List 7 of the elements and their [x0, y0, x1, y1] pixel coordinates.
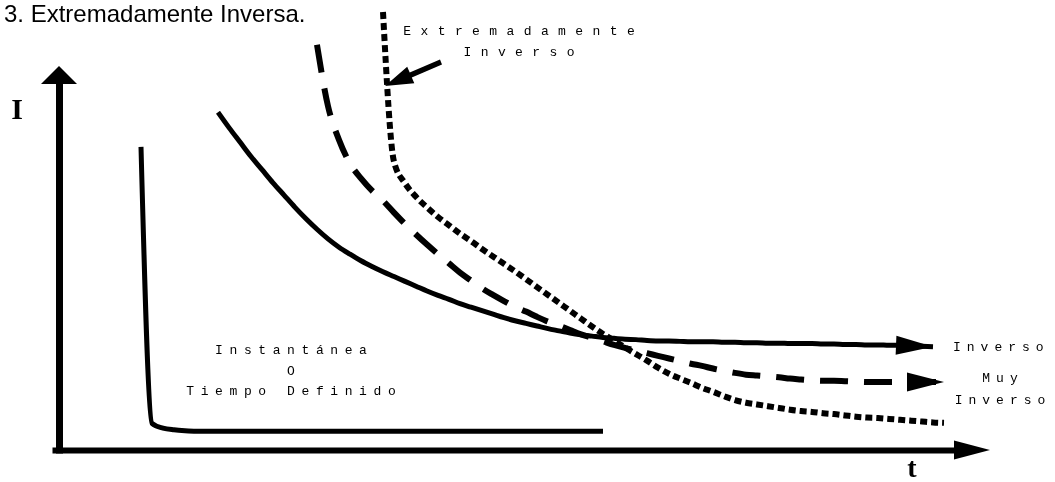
text: Instantánea O Tiempo Definido: [186, 343, 403, 400]
series-label: Extremadamente Inverso: [403, 24, 645, 60]
x-axis-title: t: [907, 452, 918, 482]
series-label: Inverso: [953, 339, 1050, 355]
series-label: Muy Inverso: [954, 371, 1052, 409]
y-axis-title: I: [11, 92, 23, 125]
chart-title: 3. Extremadamente Inversa.: [4, 0, 306, 27]
